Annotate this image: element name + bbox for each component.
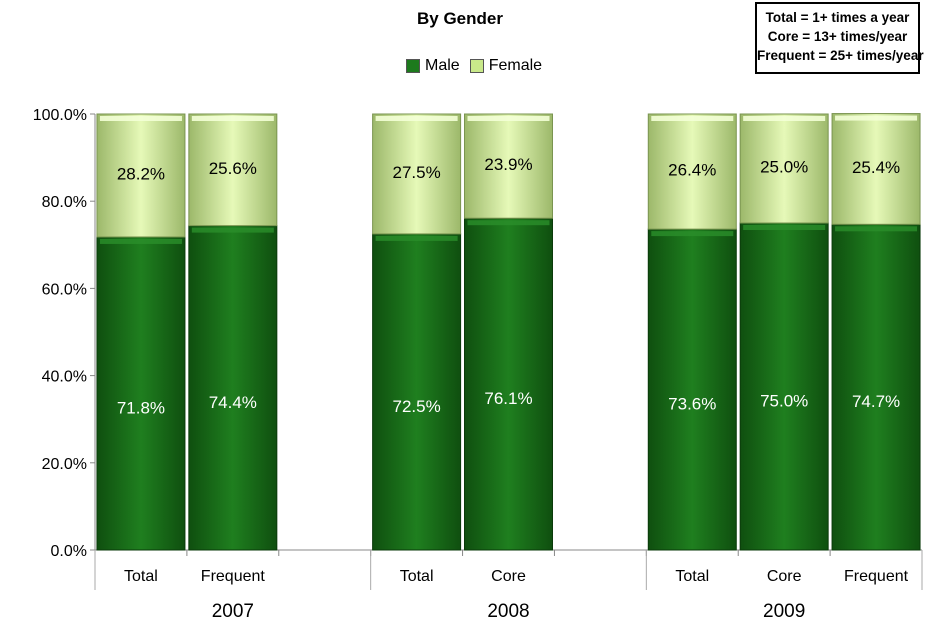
data-label-female: 23.9%: [484, 155, 532, 174]
y-tick-label: 60.0%: [42, 281, 87, 298]
bar-female-bevel: [835, 115, 918, 121]
bar-male: [464, 217, 553, 551]
legend-label-male: Male: [425, 57, 460, 74]
bar-male-bevel: [191, 227, 274, 233]
bar-male-bevel: [467, 220, 550, 226]
bar-female-bevel: [467, 116, 550, 121]
data-label-male: 74.4%: [209, 393, 257, 412]
x-group-label: 2007: [212, 601, 254, 622]
definitions-box: Total = 1+ times a year Core = 13+ times…: [755, 2, 924, 74]
definition-total: Total = 1+ times a year: [765, 10, 910, 25]
bar-female-bevel: [375, 116, 458, 121]
data-label-male: 74.7%: [852, 392, 900, 411]
bar-female: [464, 113, 553, 219]
x-category-label: Frequent: [201, 568, 266, 585]
y-tick-label: 100.0%: [33, 107, 87, 124]
data-label-male: 76.1%: [484, 389, 532, 408]
bar-female-bevel: [743, 116, 826, 121]
data-label-male: 73.6%: [668, 395, 716, 414]
chart-legend: Male Female: [406, 57, 552, 75]
data-label-female: 25.0%: [760, 158, 808, 177]
data-label-female: 26.4%: [668, 161, 716, 180]
data-label-female: 28.2%: [117, 164, 165, 183]
y-tick-label: 40.0%: [42, 369, 87, 386]
legend-item-female: Female: [469, 57, 543, 75]
data-label-female: 27.5%: [393, 163, 441, 182]
data-label-female: 25.4%: [852, 158, 900, 177]
bar-male-bevel: [651, 231, 734, 237]
bar-male: [188, 225, 278, 551]
x-group-label: 2008: [487, 601, 529, 622]
bar-male-bevel: [835, 226, 918, 232]
x-category-label: Total: [400, 568, 434, 585]
bar-male-bevel: [375, 235, 458, 241]
bar-male-bevel: [743, 225, 826, 230]
legend-label-female: Female: [488, 57, 543, 74]
x-category-label: Total: [124, 568, 158, 585]
bar-female-bevel: [99, 116, 182, 121]
y-tick-label: 20.0%: [42, 456, 87, 473]
legend-swatch-female: [469, 59, 484, 73]
bar-female-bevel: [191, 116, 274, 121]
bar-female: [831, 113, 921, 225]
x-category-label: Frequent: [844, 568, 909, 585]
data-label-female: 25.6%: [209, 159, 257, 178]
x-group-label: 2009: [763, 601, 805, 622]
bar-male-bevel: [99, 238, 182, 244]
bar-female: [188, 113, 278, 227]
bar-male: [96, 236, 186, 551]
bar-female: [372, 113, 462, 235]
labels: 71.8% 28.2% Total 74.4% 25.6% Frequent 72.5% 27…: [117, 155, 909, 622]
x-category-label: Total: [675, 568, 709, 585]
chart-subtitle: By Gender: [417, 9, 503, 28]
legend-swatch-male: [406, 59, 420, 73]
x-category-label: Core: [767, 568, 802, 585]
bars: [96, 113, 921, 551]
bar-female-bevel: [651, 116, 734, 121]
data-label-male: 72.5%: [393, 397, 441, 416]
legend-item-male: Male: [406, 57, 460, 75]
bar-female: [647, 113, 737, 230]
x-category-label: Core: [491, 568, 526, 585]
bar-male: [739, 222, 829, 551]
bar-male: [831, 223, 921, 551]
bar-female: [96, 113, 186, 238]
data-label-male: 75.0%: [760, 392, 808, 411]
y-tick-label: 80.0%: [42, 194, 87, 211]
bar-female: [739, 113, 829, 224]
data-label-male: 71.8%: [117, 398, 165, 417]
definition-frequent: Frequent = 25+ times/year: [757, 48, 924, 63]
bar-male: [647, 228, 737, 551]
definition-core: Core = 13+ times/year: [767, 29, 908, 44]
y-tick-label: 0.0%: [51, 543, 87, 560]
bar-male: [372, 233, 462, 551]
